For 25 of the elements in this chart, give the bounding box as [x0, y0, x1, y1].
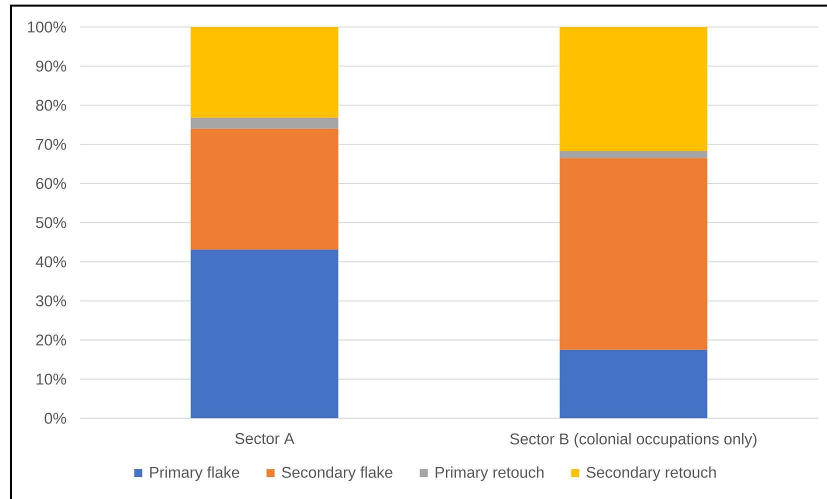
y-tick-label: 30%	[36, 295, 66, 306]
x-tick-label: Sector A	[235, 433, 294, 444]
bar	[190, 118, 338, 129]
y-tick-label: 20%	[36, 334, 66, 346]
y-tick-label: 70%	[36, 138, 66, 150]
y-tick-label: 40%	[36, 256, 66, 268]
legend-label: Primary retouch	[436, 466, 544, 481]
bar	[560, 26, 708, 152]
y-tick-label: 90%	[36, 60, 66, 72]
y-tick-label: 100%	[28, 21, 66, 33]
legend-label: Secondary retouch	[586, 466, 716, 481]
legend-label: Primary flake	[150, 466, 240, 481]
y-tick-label: 50%	[36, 217, 66, 228]
bar	[190, 128, 338, 250]
bar	[190, 250, 338, 418]
bar	[560, 151, 708, 158]
y-tick-label: 10%	[36, 374, 66, 385]
bar	[560, 158, 708, 350]
legend-label: Secondary flake	[282, 466, 392, 481]
x-tick-label: Sector B (colonial occupations only)	[510, 432, 756, 448]
y-tick-label: 60%	[36, 178, 66, 190]
bar	[190, 26, 338, 118]
y-tick-label: 0%	[44, 412, 66, 424]
bar	[560, 350, 708, 418]
y-tick-label: 80%	[36, 100, 66, 111]
